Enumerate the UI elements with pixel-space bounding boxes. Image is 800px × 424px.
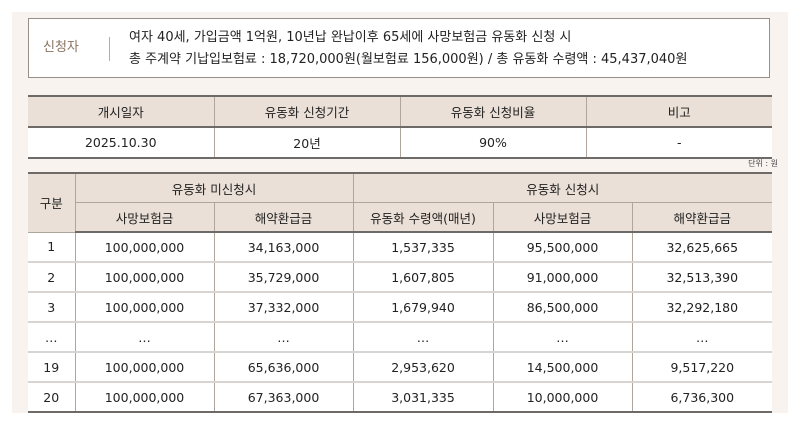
header-ratio: 유동화 신청비율 [399,96,586,128]
annual-payout-cell: 2,953,620 [352,352,494,383]
header-group-apply: 유동화 신청시 [352,173,773,203]
table-row: 1 100,000,000 34,163,000 1,537,335 95,500,00… [28,232,773,263]
summary-data-row: 2025.10.30 20년 90% - [28,127,772,158]
surrender-value-apply-cell: 32,625,665 [631,232,773,263]
header-note: 비고 [585,96,772,128]
table-row: 3 100,000,000 37,332,000 1,679,940 86,500,00… [28,292,773,323]
header-category: 구분 [28,173,75,233]
surrender-value-apply-cell: 6,736,300 [631,382,773,412]
header-group-no-apply: 유동화 미신청시 [74,173,354,203]
table-row: 19 100,000,000 65,636,000 2,953,620 14,500,0… [28,352,773,383]
period: 20년 [213,127,400,158]
year-cell: … [28,322,75,353]
unit-note: 단위 : 원 [748,159,778,168]
year-cell: 1 [28,232,75,263]
annual-payout-cell: 1,607,805 [352,262,494,293]
summary-table: 개시일자 유동화 신청기간 유동화 신청비율 비고 2025.10.30 20년… [28,95,772,159]
surrender-value-no-apply-cell: 37,332,000 [213,292,354,323]
header-start-date: 개시일자 [28,96,214,128]
death-benefit-no-apply-cell: 100,000,000 [74,292,214,323]
detail-group-header-row: 구분 유동화 미신청시 유동화 신청시 [28,173,773,233]
death-benefit-no-apply-cell: 100,000,000 [74,382,214,412]
header-period: 유동화 신청기간 [213,96,400,128]
surrender-value-no-apply-cell: 35,729,000 [213,262,354,293]
death-benefit-apply-cell: 95,500,000 [492,232,633,263]
death-benefit-no-apply-cell: 100,000,000 [74,232,214,263]
year-cell: 19 [28,352,75,383]
note: - [585,127,772,158]
surrender-value-apply-cell: … [631,322,773,353]
applicant-info-box: 신청자 여자 40세, 가입금액 1억원, 10년납 완납이후 65세에 사망보… [28,18,770,78]
year-cell: 3 [28,292,75,323]
year-cell: 20 [28,382,75,412]
surrender-value-no-apply-cell: 65,636,000 [213,352,354,383]
header-surrender-value: 해약환급금 [631,202,773,233]
summary-header-row: 개시일자 유동화 신청기간 유동화 신청비율 비고 [28,96,772,128]
applicant-condition: 여자 40세, 가입금액 1억원, 10년납 완납이후 65세에 사망보험금 유… [129,30,572,45]
death-benefit-apply-cell: … [492,322,633,353]
divider [109,37,110,61]
surrender-value-apply-cell: 9,517,220 [631,352,773,383]
surrender-value-no-apply-cell: 34,163,000 [213,232,354,263]
death-benefit-apply-cell: 14,500,000 [492,352,633,383]
detail-subheader-row: 사망보험금 해약환급금 유동화 수령액(매년) 사망보험금 해약환급금 [28,202,773,233]
table-row: 20 100,000,000 67,363,000 3,031,335 10,000,0… [28,382,773,412]
applicant-premium-summary: 총 주계약 기납입보험료 : 18,720,000원(월보험료 156,000원… [129,52,688,67]
header-annual-payout: 유동화 수령액(매년) [352,202,494,233]
surrender-value-no-apply-cell: … [213,322,354,353]
annual-payout-cell: 3,031,335 [352,382,494,412]
death-benefit-no-apply-cell: 100,000,000 [74,352,214,383]
death-benefit-apply-cell: 10,000,000 [492,382,633,412]
header-death-benefit: 사망보험금 [74,202,214,233]
death-benefit-apply-cell: 86,500,000 [492,292,633,323]
death-benefit-apply-cell: 91,000,000 [492,262,633,293]
header-death-benefit: 사망보험금 [492,202,633,233]
table-row: 2 100,000,000 35,729,000 1,607,805 91,000,00… [28,262,773,293]
annual-payout-cell: 1,679,940 [352,292,494,323]
year-cell: 2 [28,262,75,293]
death-benefit-no-apply-cell: … [74,322,214,353]
death-benefit-no-apply-cell: 100,000,000 [74,262,214,293]
surrender-value-no-apply-cell: 67,363,000 [213,382,354,412]
applicant-label: 신청자 [43,40,79,55]
header-surrender-value: 해약환급금 [213,202,354,233]
annual-payout-cell: … [352,322,494,353]
ratio: 90% [399,127,586,158]
surrender-value-apply-cell: 32,292,180 [631,292,773,323]
start-date: 2025.10.30 [28,127,214,158]
detail-table: 구분 유동화 미신청시 유동화 신청시 사망보험금 해약환급금 유동화 수령액(… [28,172,773,413]
table-row: ……………… [28,322,773,353]
surrender-value-apply-cell: 32,513,390 [631,262,773,293]
annual-payout-cell: 1,537,335 [352,232,494,263]
